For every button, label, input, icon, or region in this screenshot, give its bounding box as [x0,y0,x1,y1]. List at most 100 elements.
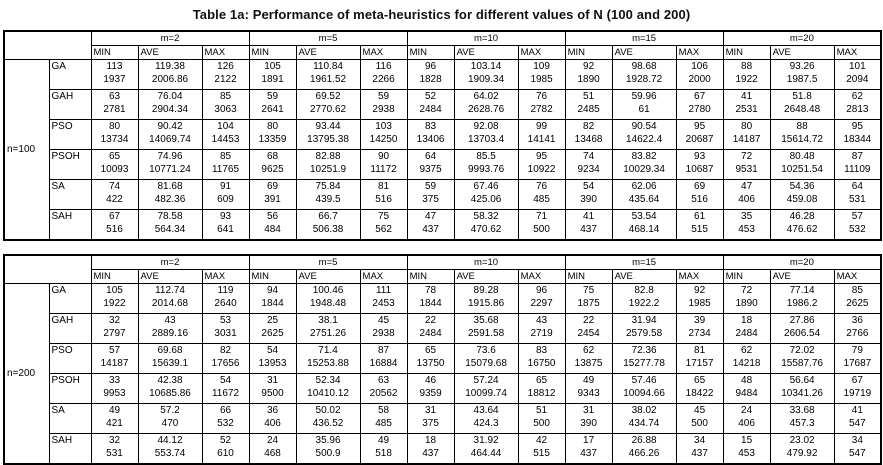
value-cell: 36 2766 [833,313,882,344]
value-cell: 62.06 435.64 [611,179,677,210]
value-top: 41 [851,405,863,416]
value-top: 31.92 [473,435,499,446]
value-bottom: 2938 [372,328,395,339]
value-cell: 72 1890 [722,283,771,314]
subcolumn-header: MAX [517,45,566,60]
value-cell: 88 15614.72 [769,119,835,150]
value-top: 43.64 [473,405,499,416]
value-cell: 92 1890 [564,59,613,90]
value-bottom: 2938 [372,104,395,115]
value-cell: 93.44 13795.38 [295,119,361,150]
value-cell: 48 9484 [722,373,771,404]
column-group-header: m=2 [90,30,250,46]
value-cell: 51.8 2648.48 [769,89,835,120]
value-top: 90.42 [157,121,183,132]
value-bottom: 15587.76 [781,358,823,369]
table-row: SAH 67 516 78.58 564.34 93 641 56 484 66.7 506.38 7… [4,209,882,241]
subcolumn-header: AVE [453,45,519,60]
value-bottom: 13734 [100,134,129,145]
value-bottom: 437 [691,448,708,459]
value-top: 42.38 [157,375,183,386]
value-bottom: 10687 [685,164,714,175]
value-cell: 59 375 [406,179,455,210]
value-cell: 92.08 13703.4 [453,119,519,150]
value-cell: 72.36 15277.78 [611,343,677,374]
value-bottom: 61 [638,104,650,115]
subcolumn-header: MIN [406,269,455,284]
value-top: 67 [694,91,706,102]
value-cell: 98.68 1928.72 [611,59,677,90]
value-bottom: 13406 [416,134,445,145]
value-top: 103 [375,121,392,132]
value-cell: 23.02 479.92 [769,433,835,465]
value-top: 88 [796,121,808,132]
value-bottom: 562 [375,224,392,235]
value-cell: 54 390 [564,179,613,210]
value-top: 71 [536,211,548,222]
value-bottom: 515 [691,224,708,235]
value-bottom: 436.52 [312,418,344,429]
value-cell: 76.04 2904.34 [137,89,203,120]
value-cell: 90.54 14622.4 [611,119,677,150]
value-top: 90 [377,151,390,162]
value-cell: 71 500 [517,209,566,241]
value-bottom: 547 [849,448,866,459]
value-top: 105 [264,61,281,72]
value-cell: 33.68 457.3 [769,403,835,434]
value-cell: 74 9234 [564,149,613,180]
value-cell: 64.02 2628.76 [453,89,519,120]
subcolumn-header: AVE [295,269,361,284]
value-bottom: 15639.1 [151,358,189,369]
value-bottom: 564.34 [154,224,186,235]
value-top: 119 [217,285,234,296]
value-top: 83 [425,121,437,132]
value-top: 75 [583,285,595,296]
value-top: 57 [851,211,863,222]
value-cell: 99 14141 [517,119,566,150]
value-cell: 50.02 436.52 [295,403,361,434]
value-bottom: 1909.34 [467,74,505,85]
value-bottom: 2485 [577,104,600,115]
value-bottom: 484 [264,224,281,235]
value-cell: 119.38 2006.86 [137,59,203,90]
value-bottom: 10093 [100,164,129,175]
value-cell: 82.88 10251.9 [295,149,361,180]
subcolumn-header: AVE [611,45,677,60]
value-bottom: 20562 [369,388,398,399]
value-bottom: 2625 [846,298,869,309]
value-bottom: 14069.74 [149,134,191,145]
value-top: 80.48 [789,151,815,162]
value-top: 119.38 [155,61,185,72]
value-bottom: 532 [217,418,234,429]
value-cell: 39 2734 [675,313,724,344]
value-bottom: 1928.72 [626,74,663,85]
value-bottom: 641 [217,224,234,235]
value-top: 51 [536,405,548,416]
value-cell: 82 13468 [564,119,613,150]
value-bottom: 2628.76 [467,104,505,115]
value-bottom: 425.06 [470,194,502,205]
value-bottom: 9625 [261,164,284,175]
value-top: 54 [266,345,279,356]
algorithm-cell: GA [48,283,92,314]
value-top: 49 [108,405,121,416]
value-top: 82 [583,121,595,132]
value-bottom: 437 [580,224,597,235]
value-bottom: 1915.86 [467,298,505,309]
value-bottom: 16750 [527,358,556,369]
value-top: 24 [266,435,279,446]
value-top: 58.32 [473,211,499,222]
value-bottom: 437 [580,448,597,459]
value-cell: 43.64 424.3 [453,403,519,434]
value-top: 47 [425,211,437,222]
value-cell: 49 421 [90,403,139,434]
column-group-header: m=10 [406,30,566,46]
value-top: 83 [536,345,548,356]
n-label-cell: n=100 [3,59,50,241]
value-bottom: 2641 [261,104,284,115]
value-cell: 74.96 10771.24 [137,149,203,180]
value-bottom: 2453 [372,298,395,309]
value-cell: 72 9531 [722,149,771,180]
value-cell: 59 2938 [359,89,408,120]
